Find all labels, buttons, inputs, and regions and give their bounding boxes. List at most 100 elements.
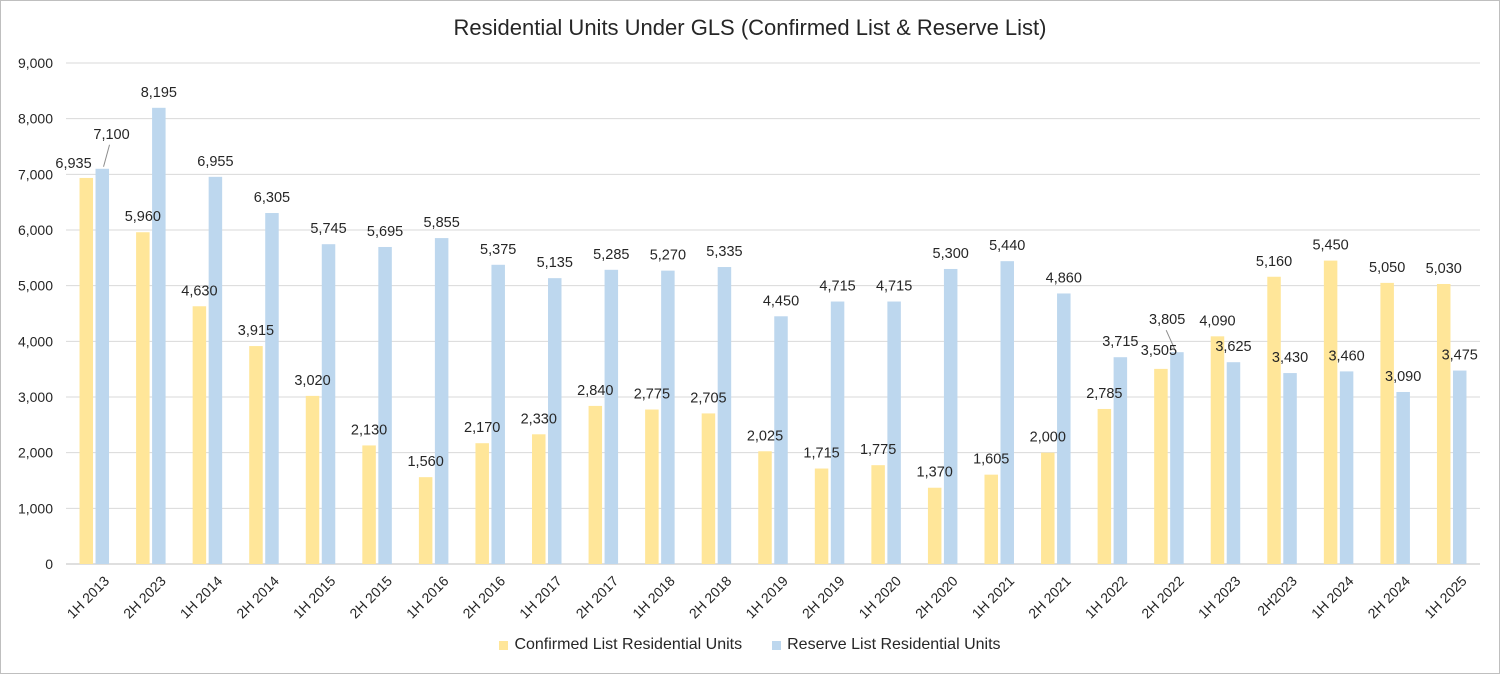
- data-label-reserve: 7,100: [93, 127, 129, 143]
- bar-confirmed: [475, 443, 489, 564]
- x-tick-label: 2H 2021: [1025, 573, 1074, 622]
- bar-confirmed: [249, 346, 263, 564]
- data-label-reserve: 4,715: [819, 279, 855, 295]
- data-label-reserve: 3,090: [1385, 369, 1421, 385]
- data-label-reserve: 4,715: [876, 279, 912, 295]
- x-tick-label: 2H2023: [1254, 573, 1300, 619]
- data-label-confirmed: 2,025: [747, 428, 783, 444]
- bar-reserve: [1226, 362, 1241, 564]
- data-label-reserve: 3,460: [1328, 348, 1364, 364]
- bar-reserve: [95, 168, 110, 564]
- x-tick-label: 1H 2022: [1082, 573, 1131, 622]
- bar-confirmed: [1267, 276, 1281, 564]
- bar-reserve: [1170, 352, 1184, 564]
- data-label-confirmed: 6,935: [55, 156, 91, 172]
- x-tick-label: 1H 2019: [742, 573, 791, 622]
- bar-confirmed: [1380, 282, 1394, 564]
- data-label-confirmed: 2,785: [1086, 386, 1122, 402]
- x-tick-label: 1H 2021: [969, 573, 1018, 622]
- bar-reserve: [321, 244, 336, 564]
- data-label-confirmed: 3,915: [238, 323, 274, 339]
- bar-reserve: [378, 246, 392, 564]
- data-label-reserve: 3,475: [1442, 348, 1478, 364]
- bar-reserve: [774, 316, 788, 564]
- bar-confirmed: [814, 468, 829, 564]
- x-tick-label: 1H 2017: [516, 573, 565, 622]
- bar-reserve: [661, 270, 675, 564]
- y-tick-label: 3,000: [18, 389, 53, 405]
- bar-reserve: [943, 268, 958, 564]
- x-tick-label: 1H 2025: [1421, 573, 1470, 622]
- y-tick-label: 2,000: [18, 445, 53, 461]
- legend-label-confirmed: Confirmed List Residential Units: [514, 636, 743, 653]
- x-tick-label: 1H 2024: [1308, 573, 1357, 622]
- bar-confirmed: [1041, 452, 1055, 564]
- bar-reserve: [152, 107, 166, 564]
- data-label-confirmed: 1,715: [803, 446, 839, 462]
- bar-confirmed: [1323, 260, 1338, 564]
- data-label-reserve: 3,715: [1102, 334, 1138, 350]
- data-label-reserve: 6,955: [197, 154, 233, 170]
- data-label-confirmed: 2,130: [351, 422, 387, 438]
- data-label-confirmed: 2,170: [464, 420, 500, 436]
- x-tick-label: 1H 2014: [177, 573, 226, 622]
- data-label-confirmed: 3,020: [294, 373, 330, 389]
- data-label-confirmed: 4,630: [181, 283, 217, 299]
- x-tick-label: 1H 2018: [629, 573, 678, 622]
- data-label-reserve: 5,440: [989, 238, 1025, 254]
- bar-reserve: [1452, 370, 1467, 564]
- data-label-confirmed: 5,450: [1312, 238, 1348, 254]
- data-label-confirmed: 1,775: [860, 442, 896, 458]
- y-tick-label: 4,000: [18, 333, 53, 349]
- legend-item-confirmed: Confirmed List Residential Units: [499, 636, 742, 654]
- bar-reserve: [1339, 371, 1354, 564]
- data-label-reserve: 5,745: [310, 221, 346, 237]
- legend-label-reserve: Reserve List Residential Units: [787, 636, 1001, 653]
- data-label-confirmed: 4,090: [1199, 313, 1235, 329]
- data-label-reserve: 5,285: [593, 247, 629, 263]
- bar-confirmed: [758, 451, 772, 564]
- x-tick-label: 2H 2023: [120, 573, 169, 622]
- data-label-confirmed: 1,560: [407, 454, 443, 470]
- bar-confirmed: [1097, 408, 1112, 564]
- data-label-reserve: 4,860: [1046, 270, 1082, 286]
- data-label-confirmed: 1,370: [917, 465, 953, 481]
- data-label-confirmed: 5,960: [125, 209, 161, 225]
- bar-confirmed: [418, 477, 433, 564]
- x-tick-label: 2H 2016: [459, 573, 508, 622]
- data-label-confirmed: 5,050: [1369, 260, 1405, 276]
- data-label-confirmed: 2,330: [521, 411, 557, 427]
- data-label-reserve: 5,855: [423, 215, 459, 231]
- bar-confirmed: [645, 409, 659, 564]
- bar-confirmed: [1154, 368, 1168, 564]
- bar-reserve: [1113, 357, 1128, 564]
- data-label-reserve: 3,805: [1149, 312, 1185, 328]
- data-label-confirmed: 2,840: [577, 383, 613, 399]
- bar-reserve: [830, 301, 845, 564]
- data-label-reserve: 5,375: [480, 242, 516, 258]
- bar-reserve: [604, 269, 619, 564]
- data-label-confirmed: 2,775: [634, 387, 670, 403]
- data-label-reserve: 5,300: [933, 246, 969, 262]
- x-tick-label: 2H 2018: [686, 573, 735, 622]
- bar-confirmed: [984, 474, 998, 564]
- bar-reserve: [887, 301, 901, 564]
- data-label-reserve: 5,270: [650, 248, 686, 264]
- legend-swatch-reserve: [772, 640, 782, 650]
- y-tick-label: 1,000: [18, 500, 53, 516]
- leader-line: [103, 144, 111, 167]
- bar-confirmed: [701, 413, 716, 564]
- data-label-confirmed: 3,505: [1141, 343, 1177, 359]
- x-tick-label: 2H 2015: [346, 573, 395, 622]
- chart-title: Residential Units Under GLS (Confirmed L…: [453, 15, 1047, 40]
- x-tick-label: 2H 2017: [573, 573, 622, 622]
- legend-item-reserve: Reserve List Residential Units: [772, 636, 1001, 654]
- data-label-reserve: 5,695: [367, 224, 403, 240]
- bar-reserve: [1000, 261, 1014, 564]
- x-tick-label: 2H 2020: [912, 573, 961, 622]
- data-label-confirmed: 5,030: [1426, 261, 1462, 277]
- x-tick-label: 1H 2015: [290, 573, 339, 622]
- data-label-reserve: 3,625: [1215, 339, 1251, 355]
- y-tick-label: 9,000: [18, 55, 53, 71]
- bar-confirmed: [927, 487, 942, 564]
